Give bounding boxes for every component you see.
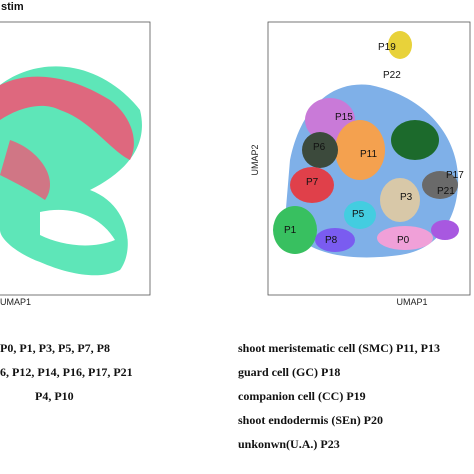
legend-entry: shoot meristematic cell (SMC) P11, P13 [238,341,440,355]
cluster-label: P22 [383,70,401,81]
cluster-label: P7 [306,177,319,188]
right-scatter [273,31,459,258]
legend-entry: companion cell (CC) P19 [238,389,366,403]
legend-entry: P0, P1, P3, P5, P7, P8 [0,341,110,355]
panel-title: stim [1,1,24,13]
left-scatter [0,66,142,276]
cluster-label: P3 [400,192,413,203]
legend-entry: 6, P12, P14, P16, P17, P21 [0,365,133,379]
cluster-label: P0 [397,235,410,246]
cluster-label: P15 [335,112,353,123]
right-frame [267,21,471,296]
y-axis-label: UMAP2 [250,144,260,175]
legend-entry: guard cell (GC) P18 [238,365,340,379]
legend-entry: unkonwn(U.A.) P23 [238,437,340,451]
cluster-label: P5 [352,209,365,220]
x-axis-label: UMAP1 [396,297,427,307]
cluster-label: P19 [378,42,396,53]
cluster-label: P11 [360,149,377,160]
cluster-label: P8 [325,235,338,246]
left-frame [0,21,151,296]
cluster-label: P21 [437,186,455,197]
legend-entry: shoot endodermis (SEn) P20 [238,413,383,427]
x-axis-label: UMAP1 [0,297,31,307]
cluster-label: P1 [284,225,297,236]
legend-entry: P4, P10 [35,389,74,403]
cluster-label: P17 [446,170,464,181]
cluster-label: P6 [313,142,326,153]
